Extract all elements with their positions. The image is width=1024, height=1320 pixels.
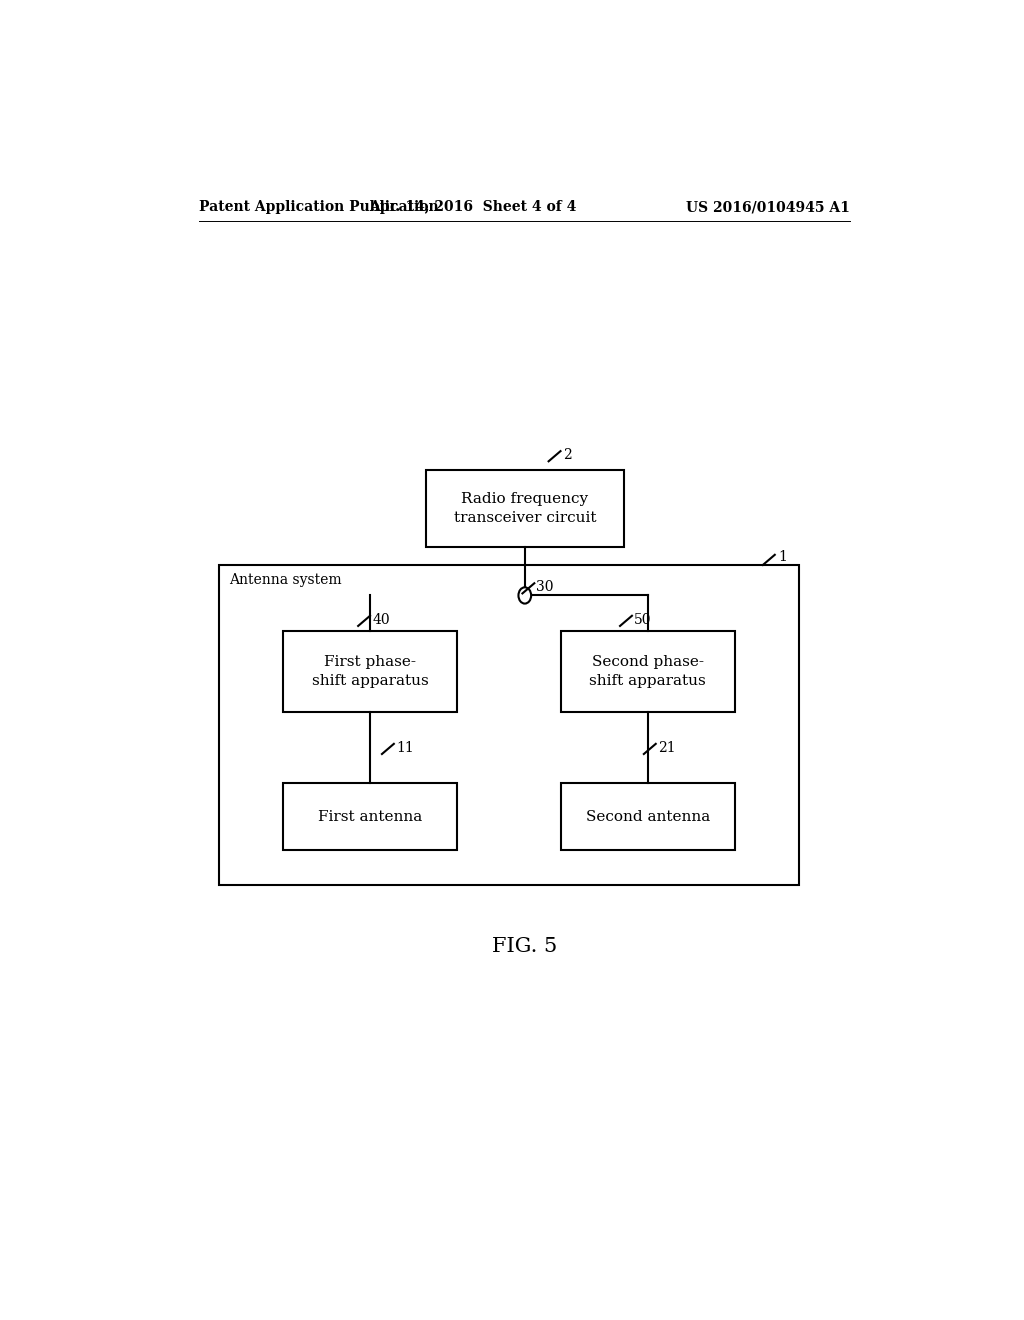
Bar <box>426 470 624 546</box>
Text: 21: 21 <box>658 741 676 755</box>
Bar <box>283 631 458 713</box>
Text: 11: 11 <box>396 741 414 755</box>
Bar <box>560 784 735 850</box>
Text: 1: 1 <box>778 550 787 564</box>
Text: Antenna system: Antenna system <box>228 573 341 587</box>
Text: Apr. 14, 2016  Sheet 4 of 4: Apr. 14, 2016 Sheet 4 of 4 <box>370 201 577 214</box>
Text: 2: 2 <box>563 449 571 462</box>
Bar <box>560 631 735 713</box>
Text: US 2016/0104945 A1: US 2016/0104945 A1 <box>686 201 850 214</box>
Text: Radio frequency
transceiver circuit: Radio frequency transceiver circuit <box>454 492 596 525</box>
Text: FIG. 5: FIG. 5 <box>493 937 557 956</box>
Text: Patent Application Publication: Patent Application Publication <box>200 201 439 214</box>
Text: First phase-
shift apparatus: First phase- shift apparatus <box>311 655 428 689</box>
Text: 40: 40 <box>373 612 390 627</box>
Bar <box>219 565 799 886</box>
Text: 30: 30 <box>536 581 553 594</box>
Text: 50: 50 <box>634 612 652 627</box>
Bar <box>283 784 458 850</box>
Text: Second phase-
shift apparatus: Second phase- shift apparatus <box>590 655 707 689</box>
Circle shape <box>518 587 531 603</box>
Text: First antenna: First antenna <box>317 809 422 824</box>
Text: Second antenna: Second antenna <box>586 809 710 824</box>
